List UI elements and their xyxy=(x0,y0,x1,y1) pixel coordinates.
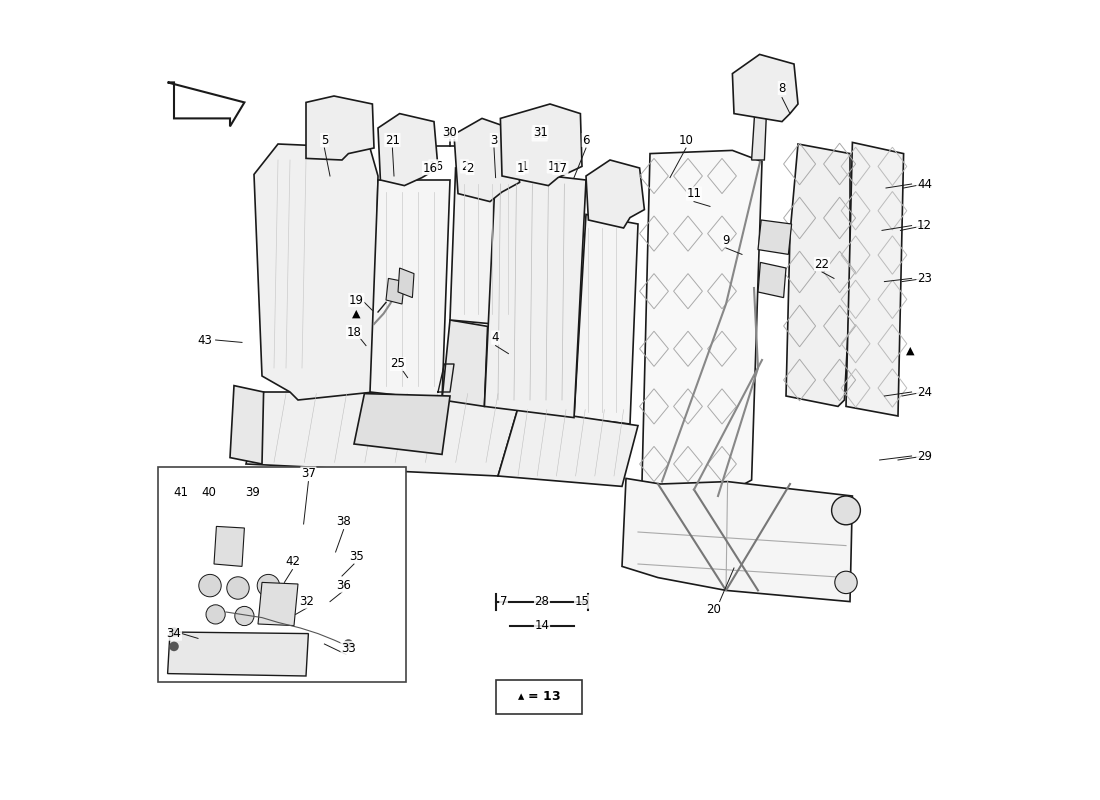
Text: 23: 23 xyxy=(917,272,932,285)
Text: 4: 4 xyxy=(492,331,499,344)
Text: $\blacktriangle$ = 13: $\blacktriangle$ = 13 xyxy=(517,690,561,703)
Text: 19: 19 xyxy=(349,294,364,306)
Text: 32: 32 xyxy=(299,595,315,608)
Text: 6: 6 xyxy=(582,134,590,146)
Bar xyxy=(158,467,406,682)
Text: 22: 22 xyxy=(814,258,829,270)
Text: 3: 3 xyxy=(491,134,497,146)
Text: 15: 15 xyxy=(574,595,590,608)
Polygon shape xyxy=(378,114,438,186)
Circle shape xyxy=(227,577,250,599)
Polygon shape xyxy=(442,320,487,406)
Text: a passion for parts...: a passion for parts... xyxy=(339,404,632,428)
Text: 25: 25 xyxy=(390,358,406,370)
Text: 17: 17 xyxy=(553,162,568,174)
Polygon shape xyxy=(454,118,519,202)
Polygon shape xyxy=(450,168,528,326)
Text: 44: 44 xyxy=(917,178,932,190)
Polygon shape xyxy=(758,220,792,254)
Text: 21: 21 xyxy=(385,134,400,146)
Text: 5: 5 xyxy=(321,134,328,146)
Text: 10: 10 xyxy=(679,134,693,146)
Polygon shape xyxy=(386,278,405,304)
Circle shape xyxy=(169,642,179,651)
Polygon shape xyxy=(354,394,450,454)
Polygon shape xyxy=(398,268,414,298)
Text: 17: 17 xyxy=(548,160,562,173)
Text: 31: 31 xyxy=(534,126,548,138)
Text: 18: 18 xyxy=(346,326,362,338)
Text: 2: 2 xyxy=(461,160,469,173)
Text: 38: 38 xyxy=(337,515,351,528)
Text: 42: 42 xyxy=(285,555,300,568)
Text: 35: 35 xyxy=(349,550,364,562)
Polygon shape xyxy=(246,392,518,476)
Text: 16: 16 xyxy=(422,162,438,174)
Polygon shape xyxy=(258,582,298,626)
Polygon shape xyxy=(621,478,852,602)
Text: 30: 30 xyxy=(442,126,458,138)
Text: 33: 33 xyxy=(341,642,355,654)
Circle shape xyxy=(835,571,857,594)
Text: 20: 20 xyxy=(706,603,722,616)
Circle shape xyxy=(343,639,353,649)
Text: 31: 31 xyxy=(532,128,547,141)
Text: 1: 1 xyxy=(517,162,525,174)
Polygon shape xyxy=(574,214,638,424)
Polygon shape xyxy=(498,408,638,486)
Text: 8: 8 xyxy=(779,82,785,94)
Text: 34: 34 xyxy=(166,627,182,640)
Polygon shape xyxy=(758,262,786,298)
Text: 24: 24 xyxy=(917,386,932,398)
Text: 14: 14 xyxy=(535,619,550,632)
Polygon shape xyxy=(167,632,308,676)
Circle shape xyxy=(199,574,221,597)
Polygon shape xyxy=(846,142,903,416)
Text: 2: 2 xyxy=(466,162,474,174)
Text: 11: 11 xyxy=(686,187,702,200)
Polygon shape xyxy=(642,150,762,496)
Text: ▲: ▲ xyxy=(352,309,361,318)
Text: 28: 28 xyxy=(535,595,549,608)
Polygon shape xyxy=(500,104,582,186)
Text: 7: 7 xyxy=(499,595,507,608)
Text: 29: 29 xyxy=(917,450,932,462)
Text: 40: 40 xyxy=(201,486,217,498)
Text: 43: 43 xyxy=(197,334,212,346)
Text: ▲: ▲ xyxy=(905,346,914,355)
Polygon shape xyxy=(484,170,586,418)
Text: 39: 39 xyxy=(245,486,260,498)
Polygon shape xyxy=(230,386,264,464)
Circle shape xyxy=(832,496,860,525)
Circle shape xyxy=(234,606,254,626)
Polygon shape xyxy=(586,160,645,228)
Text: 36: 36 xyxy=(337,579,351,592)
Text: 37: 37 xyxy=(301,467,316,480)
Circle shape xyxy=(206,605,225,624)
Text: 30: 30 xyxy=(442,128,458,141)
Text: 41: 41 xyxy=(173,486,188,498)
Text: 1: 1 xyxy=(520,160,528,173)
Polygon shape xyxy=(370,180,450,400)
Polygon shape xyxy=(786,144,850,406)
Bar xyxy=(496,680,582,714)
Circle shape xyxy=(169,627,179,637)
Text: 9: 9 xyxy=(723,234,729,246)
Polygon shape xyxy=(254,144,378,400)
Polygon shape xyxy=(167,82,244,126)
Polygon shape xyxy=(751,86,768,160)
Circle shape xyxy=(257,574,279,597)
Text: 12: 12 xyxy=(917,219,932,232)
Polygon shape xyxy=(733,54,798,122)
Polygon shape xyxy=(214,526,244,566)
Text: 16: 16 xyxy=(429,160,444,173)
Polygon shape xyxy=(306,96,374,160)
